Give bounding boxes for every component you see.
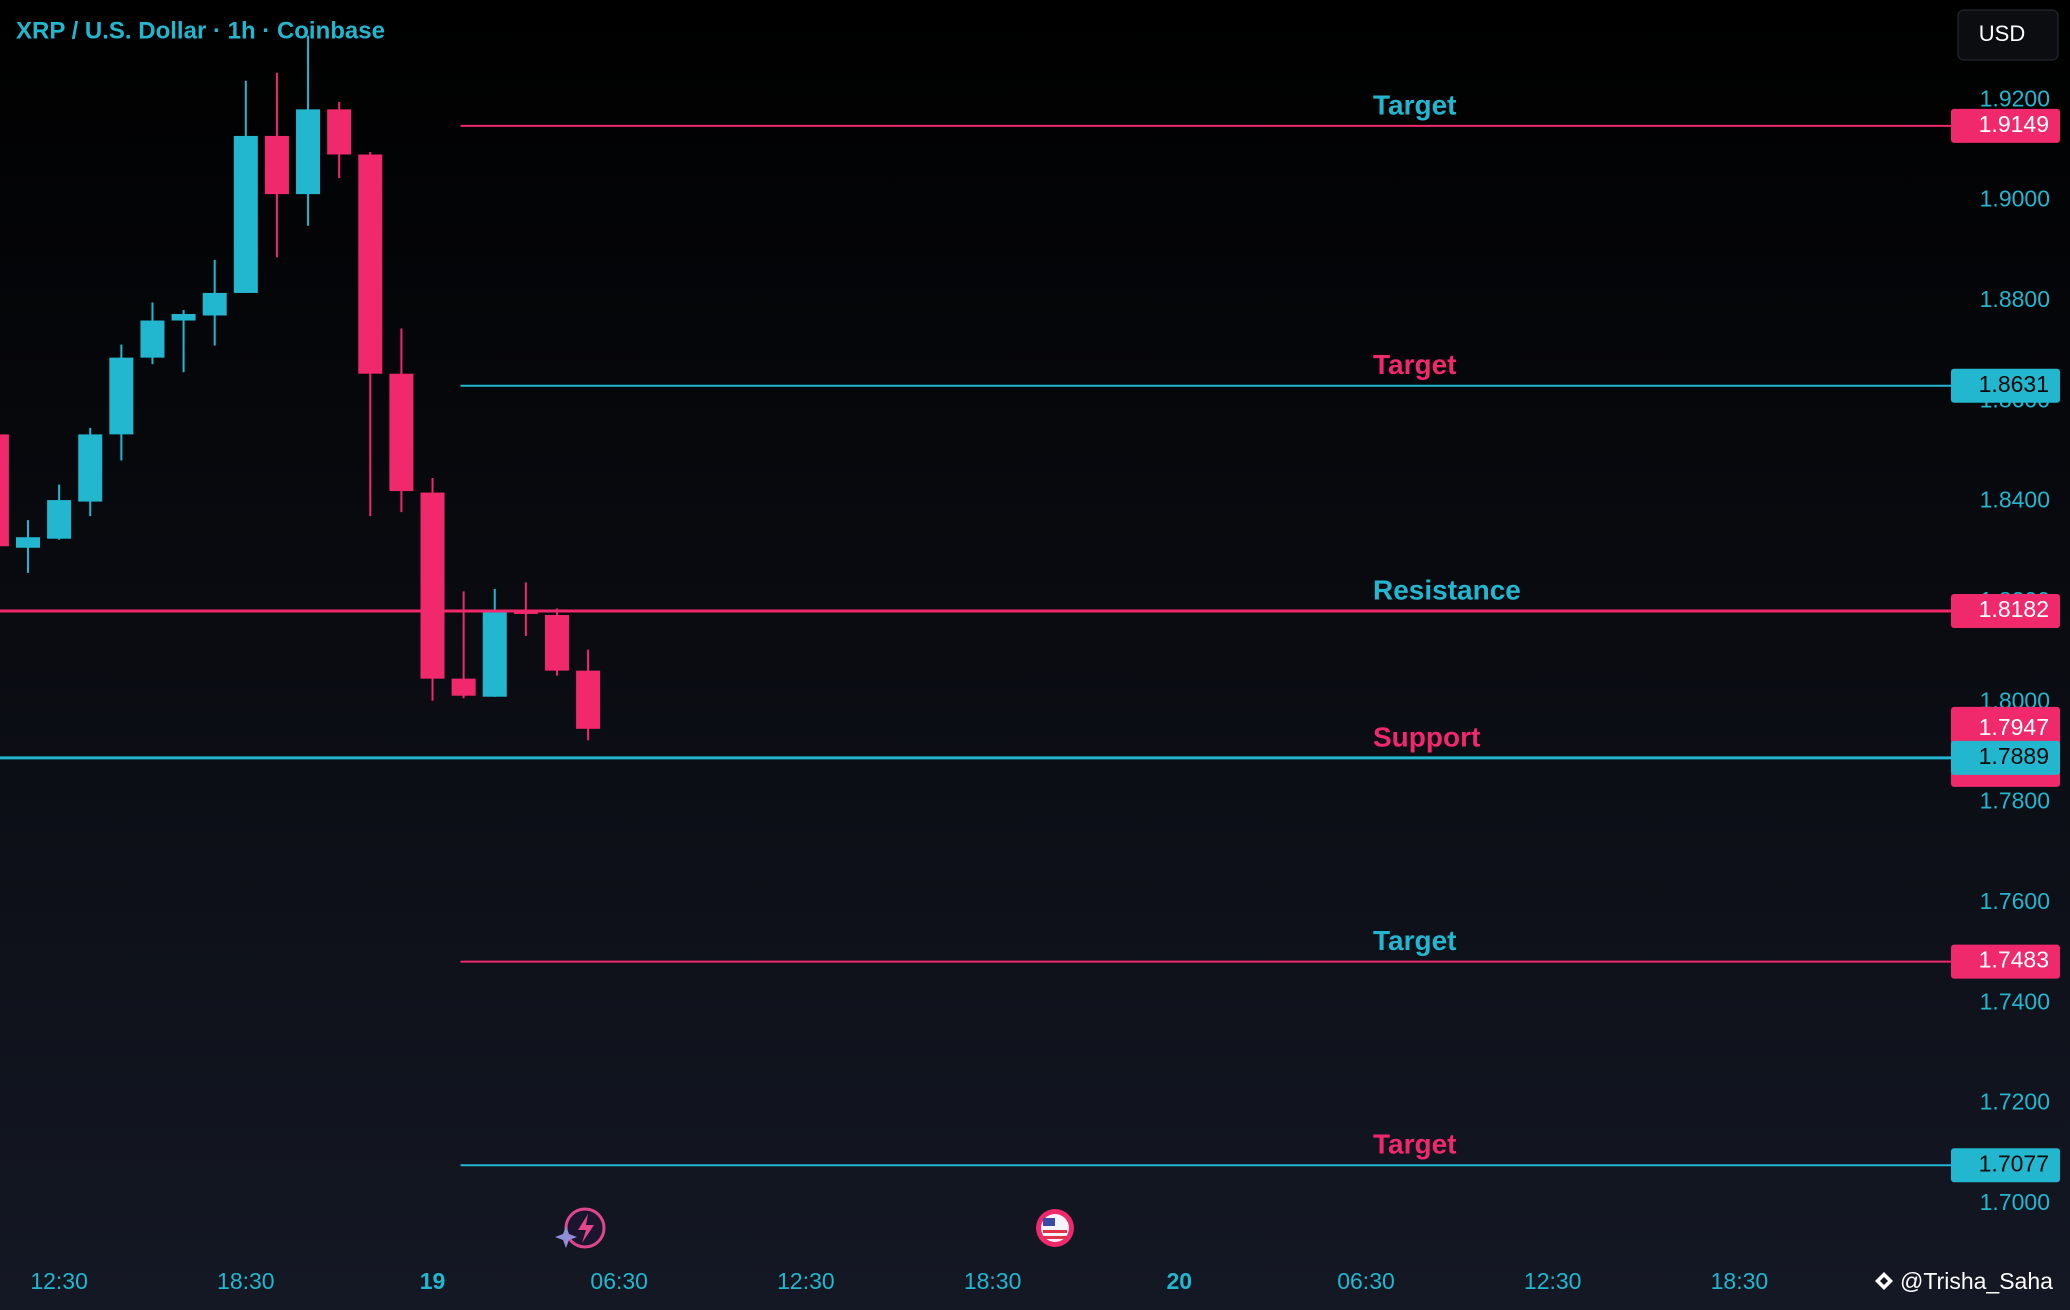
level-price-label: 1.7077 [1979,1150,2049,1176]
y-tick-label: 1.7600 [1980,888,2050,914]
y-tick-label: 1.8800 [1980,286,2050,312]
candle-body [47,500,72,539]
candle-body [109,357,134,435]
currency-label[interactable]: USD [1979,21,2025,46]
level-price-tag [1951,368,2060,403]
level-price-tag [1951,740,2060,775]
candle-body [264,135,289,195]
x-tick-label: 18:30 [1711,1268,1769,1294]
event-flag-icon[interactable] [1036,1209,1074,1247]
y-tick-label: 1.7400 [1980,988,2050,1014]
x-tick-label: 06:30 [590,1268,648,1294]
level-price-tag [1951,593,2060,628]
candle-body [0,434,9,547]
watermark-text: @Trisha_Saha [1900,1268,2053,1294]
event-icon-bolt [578,1214,594,1243]
event-flag-stripe [1043,1236,1067,1239]
last-price-label: 1.7947 [1979,714,2049,740]
candle-body [451,678,476,696]
level-price-label: 1.8182 [1979,596,2049,622]
level-label: Resistance [1373,574,1521,605]
level-price-label: 1.8631 [1979,371,2049,397]
x-tick-label: 12:30 [1524,1268,1582,1294]
y-tick-label: 1.7800 [1980,788,2050,814]
event-icon-spark [555,1226,577,1248]
level-price-label: 1.7889 [1979,743,2049,769]
watermark: @Trisha_Saha [1875,1268,2053,1294]
level-price-tag [1951,1148,2060,1183]
x-tick-label: 18:30 [217,1268,275,1294]
y-tick-label: 1.9200 [1980,85,2050,111]
plot-layer: 12:30 18:30 19 06:30 12:30 18:30 20 06:30 12:30 1… [0,35,2060,1294]
candle-body [16,537,41,548]
level-label: Support [1373,721,1480,752]
event-flag-stripe [1043,1230,1067,1233]
x-tick-label: 06:30 [1337,1268,1395,1294]
level-price-tag [1951,108,2060,143]
candle-body [389,373,414,492]
level-price-label: 1.7483 [1979,947,2049,973]
candle-body [420,492,445,679]
level-label: Target [1373,349,1457,380]
candle-body [482,609,507,697]
candle-body [140,320,165,358]
candle-body [296,109,321,195]
y-tick-label: 1.7200 [1980,1089,2050,1115]
y-tick-label: 1.9000 [1980,186,2050,212]
candle-body [327,109,352,155]
candle-body [78,434,103,502]
x-tick-label: 18:30 [964,1268,1022,1294]
level-label: Target [1373,1129,1457,1160]
candle-body [358,154,383,374]
x-tick-label: 12:30 [777,1268,835,1294]
y-tick-label: 1.8400 [1980,487,2050,513]
candle-body [202,292,227,316]
x-tick-label: 19 [420,1268,446,1294]
level-price-tag [1951,944,2060,979]
chart-title: XRP / U.S. Dollar · 1h · Coinbase [16,17,385,44]
candle-body [544,614,569,671]
event-flag-canton [1043,1218,1055,1226]
x-tick-label: 20 [1167,1268,1193,1294]
candle-body [171,314,196,321]
currency-button[interactable] [1957,9,2059,61]
level-price-label: 1.9149 [1979,111,2049,137]
y-tick-label: 1.7000 [1980,1189,2050,1215]
x-tick-label: 12:30 [30,1268,88,1294]
level-label: Target [1373,925,1457,956]
watermark-icon [1875,1272,1893,1290]
candle-body [233,135,258,293]
level-label: Target [1373,89,1457,120]
candle-body [576,670,601,729]
event-icon[interactable] [555,1207,606,1249]
